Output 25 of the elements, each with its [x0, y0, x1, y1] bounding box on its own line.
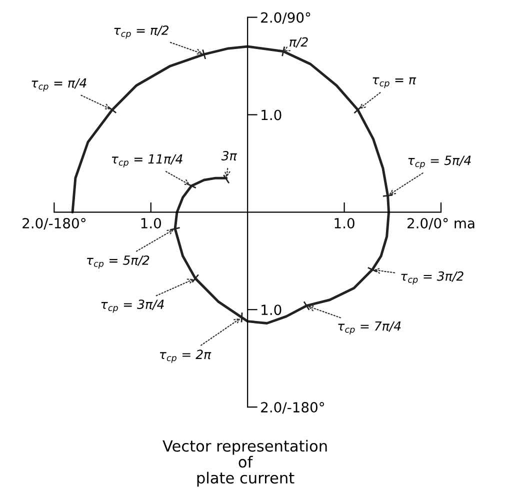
annotation: τ$_{cp}$ = 7π/4	[338, 321, 401, 334]
point	[222, 174, 230, 184]
annotation: τ$_{cp}$ = 11π/4	[112, 154, 182, 168]
x-tick-label: 2.0/0° ma	[408, 218, 474, 230]
text: Vector representation of plate current	[162, 440, 327, 487]
x-tick-label: 1.0	[334, 218, 354, 228]
y-tick-label: 1.0	[262, 304, 282, 316]
annotation: τ$_{cp}$ = π/2	[114, 25, 169, 39]
annotation: τ$_{cp}$ = 3π/2	[401, 271, 464, 285]
annotation: τ$_{cp}$ = π/4	[32, 78, 86, 92]
y-tick-label: 1.0	[262, 110, 282, 120]
annotation: 3π	[221, 150, 237, 161]
point	[108, 106, 117, 114]
point	[192, 274, 200, 283]
annotation: π/2	[290, 37, 308, 48]
x-tick-label: 2.0/-180°	[22, 218, 86, 230]
y-tick-label: 2.0/90°	[261, 12, 310, 24]
annotation: τ$_{cp}$ = π	[372, 77, 416, 88]
y-tick-label: 2.0/-180°	[261, 402, 324, 414]
annotation: τ$_{cp}$ = 3π/4	[101, 300, 164, 313]
x-tick-label: 1.0	[141, 218, 161, 228]
point	[354, 106, 362, 114]
annotation: τ$_{cp}$ = 5π/2	[86, 255, 150, 269]
annotation: τ$_{cp}$ = 2π	[160, 350, 212, 363]
annotation: τ$_{cp}$ = 5π/4	[408, 156, 471, 169]
